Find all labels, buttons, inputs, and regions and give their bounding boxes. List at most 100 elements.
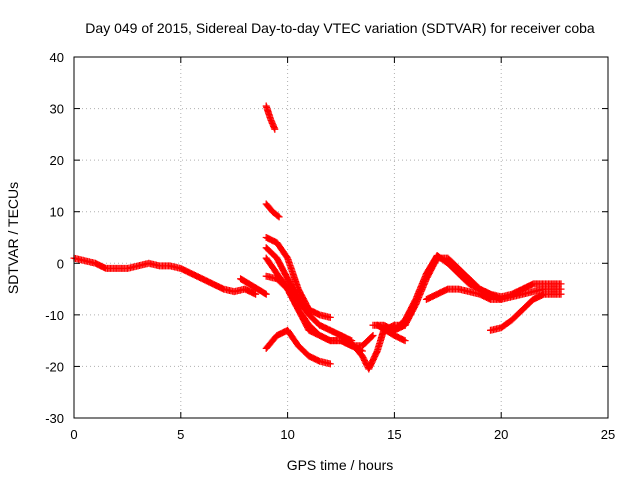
data-point <box>340 340 342 342</box>
data-point <box>361 350 363 352</box>
data-point <box>270 118 272 120</box>
data-point <box>468 291 470 293</box>
data-point <box>490 329 492 331</box>
x-axis-label: GPS time / hours <box>287 457 394 473</box>
data-point <box>329 316 331 318</box>
data-point <box>276 273 278 275</box>
data-point <box>223 288 225 290</box>
data-point <box>500 298 502 300</box>
data-point <box>404 324 406 326</box>
data-point <box>248 283 250 285</box>
data-point <box>361 355 363 357</box>
data-point <box>94 262 96 264</box>
data-point <box>297 345 299 347</box>
data-point <box>393 329 395 331</box>
data-point <box>404 319 406 321</box>
series-track-13 <box>373 321 409 345</box>
data-point <box>393 334 395 336</box>
data-point <box>287 329 289 331</box>
data-point <box>368 368 370 370</box>
data-point <box>447 262 449 264</box>
data-point <box>385 329 387 331</box>
y-tick-label: 10 <box>50 205 64 220</box>
data-point <box>404 340 406 342</box>
data-point <box>393 324 395 326</box>
data-point <box>116 267 118 269</box>
data-point <box>560 283 562 285</box>
data-point <box>158 265 160 267</box>
data-point <box>436 293 438 295</box>
data-point <box>308 355 310 357</box>
data-point <box>511 319 513 321</box>
data-point <box>84 260 86 262</box>
data-point <box>560 288 562 290</box>
data-point <box>543 288 545 290</box>
x-tick-label: 10 <box>280 427 294 442</box>
data-point <box>276 257 278 259</box>
plot-frame <box>73 56 609 419</box>
data-point <box>490 293 492 295</box>
data-point <box>543 293 545 295</box>
data-point <box>376 350 378 352</box>
data-point <box>319 360 321 362</box>
data-point <box>415 298 417 300</box>
series-track-4 <box>262 200 283 221</box>
data-point <box>169 265 171 267</box>
data-point <box>308 329 310 331</box>
data-point <box>329 363 331 365</box>
series-track-9 <box>262 326 334 368</box>
data-point <box>276 334 278 336</box>
data-point <box>532 283 534 285</box>
data-point <box>233 291 235 293</box>
data-point <box>425 273 427 275</box>
data-point <box>137 265 139 267</box>
data-point <box>500 327 502 329</box>
data-point <box>148 262 150 264</box>
data-point <box>532 291 534 293</box>
series-track-5 <box>262 234 334 321</box>
data-point <box>287 288 289 290</box>
data-point <box>511 296 513 298</box>
data-point <box>436 255 438 257</box>
x-tick-label: 20 <box>494 427 508 442</box>
y-tick-label: 40 <box>50 50 64 65</box>
data-point <box>287 278 289 280</box>
data-point <box>447 257 449 259</box>
data-point <box>372 334 374 336</box>
data-point <box>201 278 203 280</box>
data-point <box>276 242 278 244</box>
data-point <box>351 342 353 344</box>
data-point <box>212 283 214 285</box>
data-point <box>457 288 459 290</box>
data-point <box>376 324 378 326</box>
y-tick-label: -30 <box>45 411 64 426</box>
data-point <box>522 309 524 311</box>
data-point <box>319 324 321 326</box>
data-point <box>468 278 470 280</box>
data-point <box>319 334 321 336</box>
data-point <box>457 273 459 275</box>
data-point <box>265 203 267 205</box>
data-point <box>361 345 363 347</box>
data-point <box>340 334 342 336</box>
data-point <box>479 293 481 295</box>
series-track-6 <box>262 244 356 345</box>
data-point <box>308 314 310 316</box>
series-track-15 <box>487 290 565 334</box>
data-point <box>522 288 524 290</box>
data-point <box>265 275 267 277</box>
axis-ticks: 0 5 10 15 20 25 -30 -20 -10 0 10 20 30 40 <box>45 50 615 442</box>
data-point <box>265 347 267 349</box>
x-tick-label: 0 <box>70 427 77 442</box>
data-point <box>265 257 267 259</box>
y-tick-label: 30 <box>50 102 64 117</box>
y-axis-label: SDTVAR / TECUs <box>5 182 21 294</box>
y-tick-label: -20 <box>45 359 64 374</box>
data-point <box>297 298 299 300</box>
data-point <box>287 257 289 259</box>
series-track-14 <box>422 285 565 303</box>
series-track-3 <box>262 102 279 133</box>
data-point <box>425 298 427 300</box>
